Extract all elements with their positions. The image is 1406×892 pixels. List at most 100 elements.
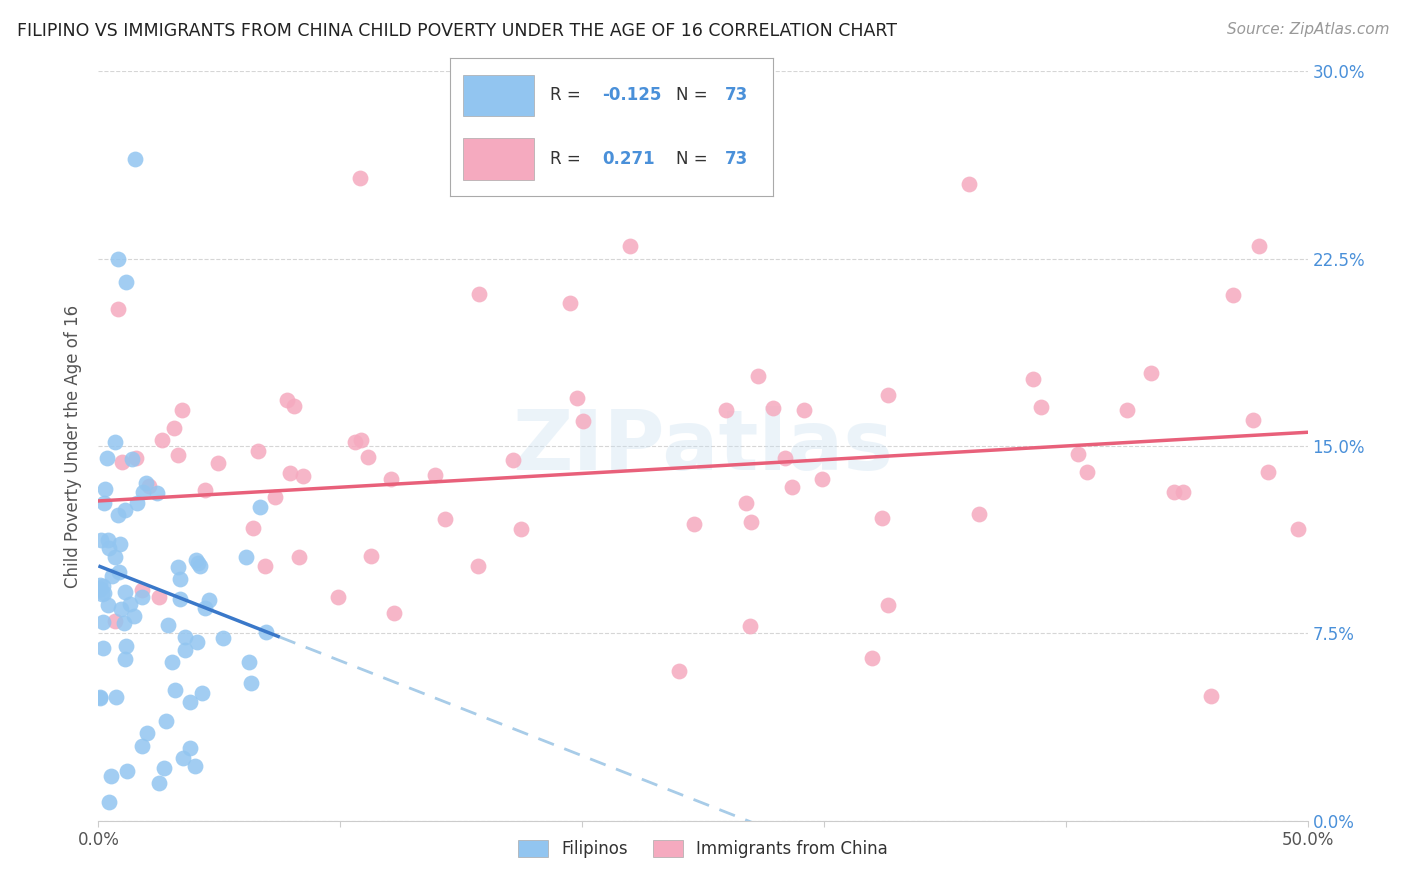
Point <box>1116 403 1139 417</box>
Point <box>350 434 373 448</box>
Point <box>107 301 129 316</box>
Point <box>773 451 796 466</box>
Point <box>360 549 382 563</box>
Point <box>380 472 402 486</box>
Text: N =: N = <box>676 87 713 104</box>
Point <box>1163 485 1185 500</box>
Point <box>157 618 180 632</box>
Point <box>172 751 194 765</box>
Point <box>114 639 136 653</box>
Point <box>107 508 129 522</box>
Point <box>114 615 136 630</box>
Point <box>160 656 183 670</box>
Point <box>89 691 111 706</box>
Point <box>1022 371 1045 385</box>
Point <box>188 559 211 574</box>
Point <box>782 480 804 494</box>
Point <box>860 651 883 665</box>
Point <box>114 585 136 599</box>
Point <box>276 392 298 407</box>
Legend: Filipinos, Immigrants from China: Filipinos, Immigrants from China <box>512 833 894 864</box>
Point <box>98 795 121 809</box>
Point <box>104 614 127 628</box>
Point <box>747 369 769 384</box>
Point <box>1241 413 1264 427</box>
Point <box>172 402 194 417</box>
Point <box>1152 52 1174 66</box>
Point <box>967 508 990 522</box>
Point <box>240 676 263 690</box>
Text: Source: ZipAtlas.com: Source: ZipAtlas.com <box>1226 22 1389 37</box>
Point <box>283 399 305 413</box>
Point <box>238 655 260 669</box>
Point <box>110 602 132 616</box>
Point <box>173 643 195 657</box>
Point <box>349 171 371 186</box>
Point <box>811 472 834 486</box>
Point <box>131 582 153 597</box>
Point <box>122 608 145 623</box>
Point <box>97 598 120 612</box>
Point <box>114 503 136 517</box>
Point <box>187 556 209 570</box>
Point <box>668 664 690 678</box>
Point <box>93 586 115 600</box>
Point <box>90 533 112 547</box>
Text: FILIPINO VS IMMIGRANTS FROM CHINA CHILD POVERTY UNDER THE AGE OF 16 CORRELATION : FILIPINO VS IMMIGRANTS FROM CHINA CHILD … <box>17 22 897 40</box>
Point <box>162 421 184 435</box>
Point <box>288 550 311 565</box>
Point <box>169 592 191 607</box>
Point <box>434 512 457 526</box>
Point <box>146 485 169 500</box>
Point <box>207 456 229 470</box>
Point <box>135 726 157 740</box>
Point <box>249 500 271 514</box>
Point <box>104 550 127 565</box>
Point <box>253 559 276 574</box>
Point <box>278 466 301 480</box>
Point <box>957 177 980 191</box>
Point <box>212 631 235 645</box>
Point <box>115 275 138 289</box>
Point <box>167 560 190 574</box>
Point <box>326 591 349 605</box>
Point <box>152 761 174 775</box>
Point <box>135 476 157 491</box>
Point <box>877 599 900 613</box>
Text: 0.271: 0.271 <box>602 150 655 168</box>
Point <box>619 239 641 253</box>
Point <box>111 455 134 469</box>
Point <box>97 533 120 548</box>
Point <box>96 450 118 465</box>
Point <box>179 695 201 709</box>
Point <box>100 769 122 783</box>
Point <box>740 515 762 529</box>
Point <box>105 690 128 704</box>
Point <box>382 606 405 620</box>
Point <box>425 468 447 483</box>
Point <box>467 558 489 573</box>
Text: R =: R = <box>550 87 586 104</box>
Point <box>343 434 366 449</box>
Point <box>97 541 120 555</box>
Point <box>124 152 146 166</box>
Text: R =: R = <box>550 150 586 168</box>
Point <box>186 553 208 567</box>
Point <box>155 714 177 728</box>
Point <box>117 764 139 778</box>
Point <box>1140 366 1163 380</box>
Point <box>793 403 815 417</box>
Point <box>91 587 114 601</box>
Point <box>108 537 131 551</box>
Point <box>125 450 148 465</box>
Point <box>94 483 117 497</box>
Point <box>148 590 170 604</box>
Point <box>165 682 187 697</box>
Point <box>125 496 148 510</box>
Point <box>166 449 188 463</box>
Point <box>173 630 195 644</box>
Point <box>1222 288 1244 302</box>
Point <box>89 582 111 596</box>
Point <box>150 434 173 448</box>
Point <box>714 403 737 417</box>
